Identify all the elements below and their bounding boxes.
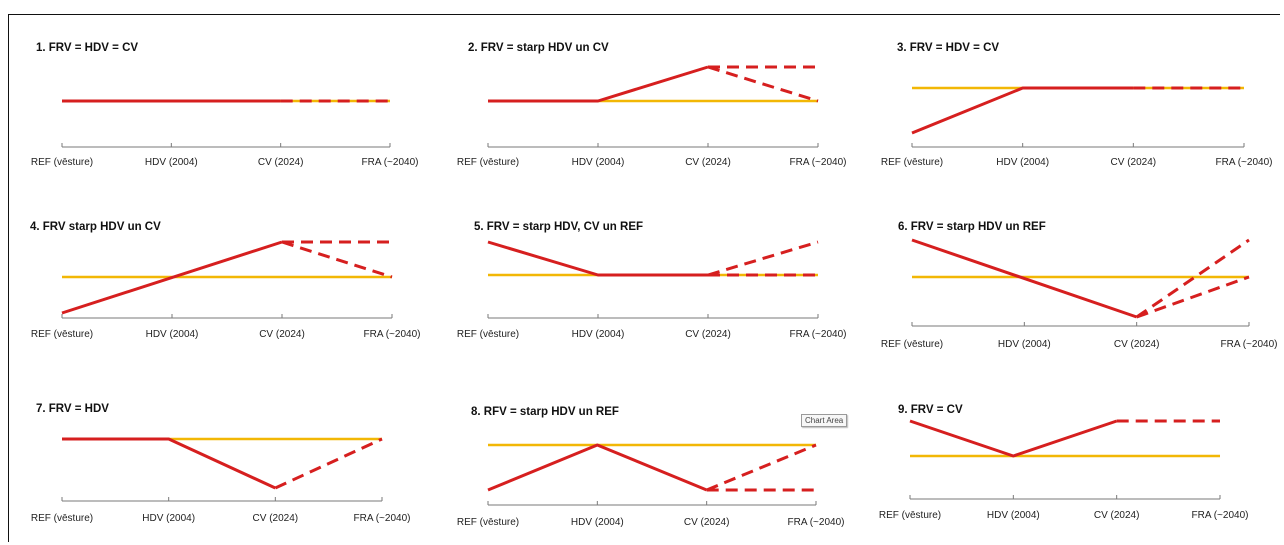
x-tick-label: CV (2024) — [1114, 339, 1160, 350]
x-tick-label: CV (2024) — [685, 157, 731, 168]
x-tick-label: HDV (2004) — [998, 339, 1051, 350]
chart-svg-7: 7. FRV = HDV REF (vēsture) HDV (2004) CV (2… — [31, 403, 411, 524]
chart-panel-6[interactable]: 6. FRV = starp HDV un REF REF (vēsture) HD… — [870, 200, 1280, 350]
chart-svg-4: 4. FRV starp HDV un CV REF (vēsture) HDV (… — [30, 221, 421, 340]
x-tick-label: HDV (2004) — [145, 157, 198, 168]
chart-panel-4[interactable]: 4. FRV starp HDV un CV REF (vēsture) HDV (… — [20, 200, 430, 350]
chart-svg-8: 8. RFV = starp HDV un REF REF (vēsture) HD… — [457, 406, 845, 528]
x-tick-label: REF (vēsture) — [881, 157, 943, 168]
series-line-red — [909, 419, 1118, 458]
chart-title: 9. FRV = CV — [898, 404, 963, 416]
x-tick-label: REF (vēsture) — [457, 157, 519, 168]
chart-title: 7. FRV = HDV — [36, 403, 109, 415]
series-line-red — [911, 238, 1138, 319]
x-tick-label: HDV (2004) — [571, 517, 624, 528]
series-line-red-dashed — [1135, 238, 1250, 319]
chart-title: 4. FRV starp HDV un CV — [30, 221, 161, 233]
x-tick-label: HDV (2004) — [996, 157, 1049, 168]
x-tick-label: REF (vēsture) — [31, 157, 93, 168]
x-tick-label: FRA (~2040) — [364, 329, 421, 340]
x-tick-label: FRA (~2040) — [1221, 339, 1278, 350]
x-tick-label: CV (2024) — [1094, 510, 1140, 521]
chart-title: 1. FRV = HDV = CV — [36, 42, 138, 54]
x-tick-label: REF (vēsture) — [457, 517, 519, 528]
series-line-red-dashed — [707, 65, 819, 103]
chart-panel-9[interactable]: 9. FRV = CV REF (vēsture) HDV (2004) CV (20… — [870, 385, 1280, 535]
x-tick-label: FRA (~2040) — [790, 157, 847, 168]
chart-svg-3: 3. FRV = HDV = CV REF (vēsture) HDV (2004)… — [881, 42, 1273, 168]
chart-title: 8. RFV = starp HDV un REF — [471, 406, 619, 418]
x-tick-label: REF (vēsture) — [881, 339, 943, 350]
series-line-red — [911, 86, 1134, 135]
chart-svg-2: 2. FRV = starp HDV un CV REF (vēsture) HDV… — [457, 42, 847, 168]
x-tick-label: REF (vēsture) — [31, 329, 93, 340]
x-tick-label: HDV (2004) — [572, 329, 625, 340]
series-line-red-dashed — [281, 240, 393, 279]
x-tick-label: REF (vēsture) — [457, 329, 519, 340]
x-tick-label: HDV (2004) — [146, 329, 199, 340]
chart-title: 5. FRV = starp HDV, CV un REF — [474, 221, 643, 233]
chart-svg-6: 6. FRV = starp HDV un REF REF (vēsture) HD… — [881, 221, 1278, 350]
series-line-red-dashed — [1136, 275, 1250, 319]
x-tick-label: CV (2024) — [685, 329, 731, 340]
chart-panel-7[interactable]: 7. FRV = HDV REF (vēsture) HDV (2004) CV (2… — [20, 385, 420, 535]
x-tick-label: CV (2024) — [259, 329, 305, 340]
x-tick-label: REF (vēsture) — [31, 513, 93, 524]
chart-title: 6. FRV = starp HDV un REF — [898, 221, 1046, 233]
x-tick-label: CV (2024) — [258, 157, 304, 168]
chart-panel-2[interactable]: 2. FRV = starp HDV un CV REF (vēsture) HDV… — [450, 30, 850, 180]
x-tick-label: FRA (~2040) — [790, 329, 847, 340]
series-line-red — [487, 240, 708, 277]
chart-panel-1[interactable]: 1. FRV = HDV = CV REF (vēsture) HDV (2004)… — [20, 30, 420, 180]
series-line-red — [487, 443, 708, 492]
series-line-red — [62, 437, 276, 490]
x-tick-label: FRA (~2040) — [354, 513, 411, 524]
x-tick-label: HDV (2004) — [142, 513, 195, 524]
x-tick-label: CV (2024) — [1111, 157, 1157, 168]
chart-title: 3. FRV = HDV = CV — [897, 42, 999, 54]
chart-panel-3[interactable]: 3. FRV = HDV = CV REF (vēsture) HDV (2004)… — [870, 30, 1280, 180]
x-tick-label: FRA (~2040) — [788, 517, 845, 528]
x-tick-label: FRA (~2040) — [362, 157, 419, 168]
x-tick-label: HDV (2004) — [987, 510, 1040, 521]
chart-panel-5[interactable]: 5. FRV = starp HDV, CV un REF REF (vēstur… — [450, 200, 850, 350]
series-line-red — [488, 65, 709, 103]
figure-frame — [8, 14, 1280, 542]
chart-title: 2. FRV = starp HDV un CV — [468, 42, 609, 54]
x-tick-label: CV (2024) — [684, 517, 730, 528]
chart-svg-1: 1. FRV = HDV = CV REF (vēsture) HDV (2004)… — [31, 42, 419, 168]
chart-svg-9: 9. FRV = CV REF (vēsture) HDV (2004) CV (20… — [879, 404, 1249, 521]
x-tick-label: CV (2024) — [253, 513, 299, 524]
x-tick-label: HDV (2004) — [572, 157, 625, 168]
series-line-red-dashed — [274, 437, 383, 490]
series-line-red — [61, 240, 283, 315]
x-tick-label: FRA (~2040) — [1216, 157, 1273, 168]
chart-svg-5: 5. FRV = starp HDV, CV un REF REF (vēstur… — [457, 221, 847, 340]
chart-area-tooltip: Chart Area — [801, 414, 848, 427]
x-tick-label: REF (vēsture) — [879, 510, 941, 521]
chart-panel-8[interactable]: 8. RFV = starp HDV un REF REF (vēsture) HD… — [450, 385, 850, 535]
series-line-red-dashed — [706, 443, 817, 492]
series-line-red-dashed — [707, 240, 819, 277]
x-tick-label: FRA (~2040) — [1192, 510, 1249, 521]
